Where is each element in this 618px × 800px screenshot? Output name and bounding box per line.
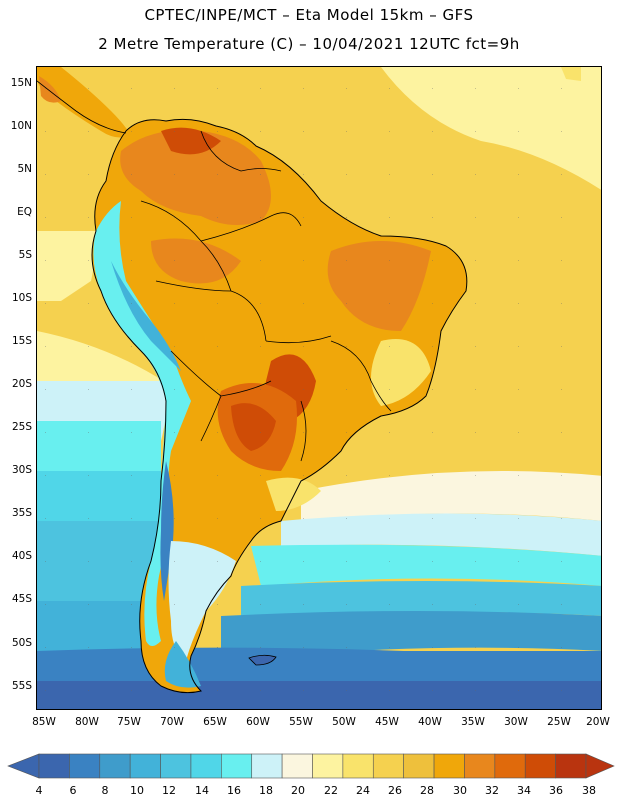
lon-label: 20W [586,716,610,728]
lon-label: 50W [332,716,356,728]
lon-label: 45W [375,716,399,728]
lat-label: 5N [17,163,32,175]
legend-value: 26 [388,784,402,797]
legend-swatch [251,753,283,779]
legend-swatch [99,753,131,779]
legend-swatch [403,753,435,779]
legend-value: 36 [549,784,563,797]
legend-value: 24 [356,784,370,797]
lon-label: 40W [418,716,442,728]
legend-value: 38 [582,784,596,797]
legend-swatch [342,753,374,779]
legend-swatch [494,753,526,779]
lat-label: 20S [11,378,32,390]
lat-label: 30S [11,464,32,476]
chart-title-line1: CPTEC/INPE/MCT – Eta Model 15km – GFS [144,6,474,24]
lat-label: 35S [11,507,32,519]
lon-label: 70W [160,716,184,728]
legend-swatch [190,753,222,779]
legend-swatch [160,753,192,779]
legend-swatch [281,753,313,779]
legend-value: 12 [162,784,176,797]
temperature-map [36,66,602,710]
legend-value: 28 [420,784,434,797]
legend-swatch [312,753,344,779]
legend-value: 20 [291,784,305,797]
legend-swatch [38,753,70,779]
legend-value: 34 [517,784,531,797]
legend-value: 18 [259,784,273,797]
lat-label: 55S [11,680,32,692]
legend-bar [7,753,615,779]
legend-value: 4 [35,784,43,797]
legend-value: 6 [69,784,77,797]
map-canvas [37,67,601,709]
lat-label: EQ [17,206,32,218]
lon-label: 55W [289,716,313,728]
lon-label: 35W [461,716,485,728]
lat-label: 40S [11,550,32,562]
lat-label: 15N [10,77,32,89]
legend-value: 8 [101,784,109,797]
legend-swatch [372,753,404,779]
legend-value: 30 [453,784,467,797]
legend-swatch [221,753,253,779]
lat-label: 10N [10,120,32,132]
lat-label: 25S [11,421,32,433]
lon-label: 60W [246,716,270,728]
lat-label: 50S [11,637,32,649]
legend-swatch [129,753,161,779]
legend-value: 16 [227,784,241,797]
lon-label: 30W [504,716,528,728]
lat-label: 45S [11,593,32,605]
lon-label: 85W [32,716,56,728]
legend-value: 10 [130,784,144,797]
legend-swatch [464,753,496,779]
lat-label: 10S [11,292,32,304]
chart-title-line2: 2 Metre Temperature (C) – 10/04/2021 12U… [98,35,520,53]
legend-value: 22 [324,784,338,797]
legend-swatch [433,753,465,779]
lon-label: 80W [75,716,99,728]
legend-swatch [555,753,587,779]
legend-swatch [69,753,101,779]
legend-value: 32 [485,784,499,797]
lon-label: 25W [547,716,571,728]
legend-swatch [524,753,556,779]
lon-label: 65W [203,716,227,728]
legend-arrow-low [7,753,40,779]
legend-value: 14 [195,784,209,797]
lon-label: 75W [117,716,141,728]
lat-label: 5S [18,249,32,261]
legend-arrow-high [585,753,615,779]
lat-label: 15S [11,335,32,347]
